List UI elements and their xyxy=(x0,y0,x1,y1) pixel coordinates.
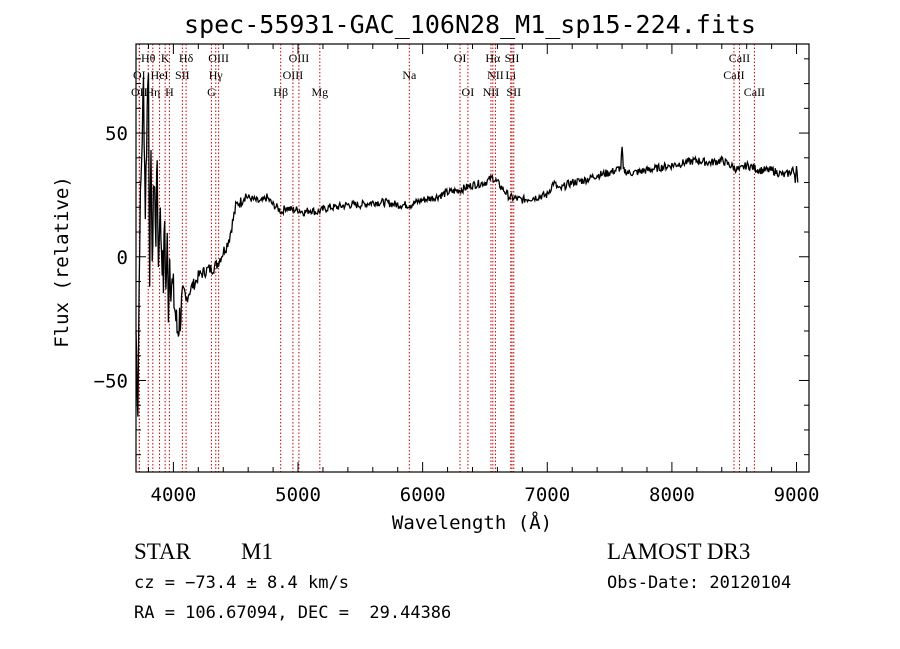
x-tick-label: 9000 xyxy=(774,484,820,506)
coordinates: RA = 106.67094, DEC = 29.44386 xyxy=(134,603,452,623)
spectral-line-label: G xyxy=(207,85,216,99)
x-tick-label: 4000 xyxy=(151,484,197,506)
spectral-line-label: Na xyxy=(402,68,417,82)
spectral-line-label: Hβ xyxy=(273,85,288,99)
spectral-line-label: SII xyxy=(506,85,521,99)
x-axis-label: Wavelength (Å) xyxy=(392,511,552,534)
survey-name: LAMOST DR3 xyxy=(607,539,751,564)
spectral-line-label: NII xyxy=(487,68,504,82)
observation-date: Obs-Date: 20120104 xyxy=(607,573,792,593)
spectral-line-label: Mg xyxy=(311,85,328,99)
spectral-line-label: Hθ xyxy=(141,51,156,65)
y-tick-label: −50 xyxy=(94,370,128,392)
spectral-line-label: CaII xyxy=(723,68,744,82)
spectral-line-label: HeI xyxy=(151,68,169,82)
y-tick-label: 0 xyxy=(117,247,128,269)
x-tick-label: 6000 xyxy=(400,484,446,506)
spectral-line-label: OIII xyxy=(283,68,304,82)
spectral-line-label: SII xyxy=(175,68,190,82)
y-tick-label: 50 xyxy=(105,123,128,145)
spectral-line-label: OI xyxy=(462,85,475,99)
spectral-line-labels: Hθ K Hδ OIII OIII OI Hα SII CaII OI HeI SII Hγ OIII Na… xyxy=(131,51,765,99)
spectral-line-label: CaII xyxy=(744,85,765,99)
object-class: STAR xyxy=(134,539,191,564)
spectral-line-label: H xyxy=(165,85,174,99)
spectral-line-label: NII xyxy=(483,85,500,99)
chart-title: spec-55931-GAC_106N28_M1_sp15-224.fits xyxy=(184,10,756,39)
redshift-velocity: cz = −73.4 ± 8.4 km/s xyxy=(134,573,349,593)
spectral-line-label: K xyxy=(161,51,170,65)
spectral-line-label: SII xyxy=(505,51,520,65)
spectral-line-label: OI xyxy=(454,51,467,65)
spectral-line-label: Hδ xyxy=(179,51,194,65)
spectral-line-label: Hα xyxy=(485,51,501,65)
spectral-line-label: Li xyxy=(505,68,516,82)
x-tick-label: 8000 xyxy=(649,484,695,506)
spectrum-line xyxy=(135,73,799,417)
x-tick-label: 7000 xyxy=(524,484,570,506)
spectral-line-label: OIII xyxy=(289,51,310,65)
x-axis: 4000 5000 6000 7000 8000 9000 xyxy=(147,44,820,506)
object-subclass: M1 xyxy=(241,539,273,564)
spectral-line-label: OIII xyxy=(208,51,229,65)
y-axis-label: Flux (relative) xyxy=(51,176,73,348)
plot-frame xyxy=(135,43,810,473)
spectral-lines xyxy=(138,44,755,472)
x-tick-label: 5000 xyxy=(275,484,321,506)
spectral-line-label: Hγ xyxy=(209,68,224,82)
spectral-line-label: CaII xyxy=(729,51,750,65)
y-axis: −50 0 50 xyxy=(94,58,809,456)
